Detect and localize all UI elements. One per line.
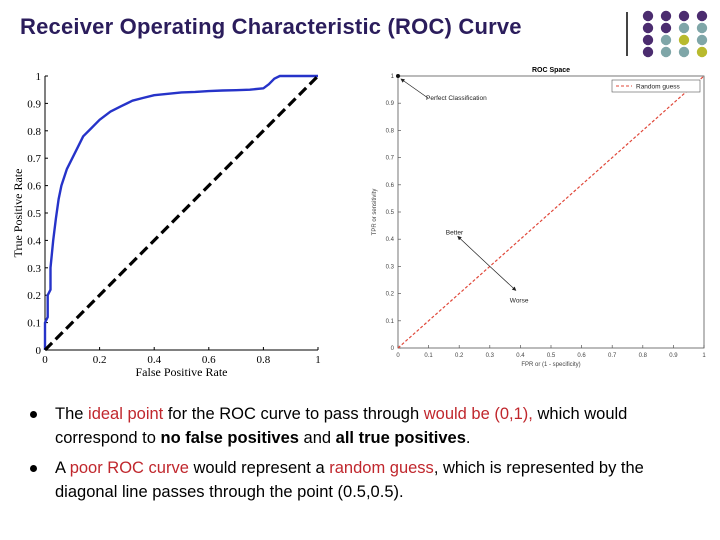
text-run: . [465,429,471,447]
x-tick-label: 0.8 [639,353,648,359]
highlighted-text: ideal point [88,405,164,423]
x-axis-label: FPR or (1 - specificity) [521,362,580,368]
bullet-text: A poor ROC curve would represent a rando… [55,459,644,501]
slide-title: Receiver Operating Characteristic (ROC) … [20,14,522,39]
bullet-text: The ideal point for the ROC curve to pas… [55,405,627,447]
decorative-dot [678,46,690,58]
decorative-dot-grid [642,10,708,58]
y-tick-label: 1 [36,71,42,83]
y-tick-label: 0.7 [27,153,41,165]
text-run: The [55,405,89,423]
perfect-classification-point [396,74,400,78]
y-axis-label: TPR or sensitivity [372,189,378,236]
text-run: which would correspond to [55,405,628,447]
bullet-item: The ideal point for the ROC curve to pas… [30,402,710,450]
x-tick-label: 0.6 [202,354,216,366]
decorative-dot [696,34,708,46]
random-guess-diagonal-line [43,74,320,352]
decorative-dot [678,22,690,34]
decorative-dot [642,22,654,34]
decorative-dot [642,46,654,58]
x-tick-label: 0.3 [486,353,495,359]
y-tick-label: 0.7 [386,156,395,162]
worse-arrow [489,266,517,291]
perfect-classification-arrow [400,78,429,99]
y-tick-label: 0.3 [386,264,395,270]
text-run: would represent a [188,459,330,477]
y-tick-label: 0.5 [27,208,41,220]
title-divider [626,12,628,56]
y-tick-label: 0.9 [386,101,395,107]
y-tick-label: 0 [391,346,395,352]
legend-label: Random guess [636,84,680,91]
y-tick-label: 0.3 [27,263,41,275]
decorative-dot [660,34,672,46]
text-run: A [55,459,70,477]
text-run: for the ROC curve to pass through [163,405,424,423]
y-tick-label: 0.4 [386,237,395,243]
bullet-list: The ideal point for the ROC curve to pas… [30,402,710,510]
text-run: , which is represented by the diagonal l… [55,459,644,501]
decorative-dot [660,22,672,34]
x-tick-label: 0.4 [147,354,161,366]
y-tick-label: 0 [36,345,42,357]
y-tick-label: 0.8 [386,128,395,134]
y-axis-label: True Positive Rate [11,169,25,258]
decorative-dot [642,10,654,22]
highlighted-text: would be (0,1), [423,405,533,423]
legend-box [611,79,701,93]
x-tick-label: 1 [702,353,706,359]
y-tick-label: 0.2 [27,290,41,302]
y-tick-label: 0.1 [386,319,395,325]
decorative-dot [642,34,654,46]
bold-text: all true positives [335,429,466,447]
y-tick-label: 0.6 [27,181,41,193]
better-annotation: Better [446,229,464,236]
x-tick-label: 0.2 [455,353,464,359]
x-tick-label: 0.9 [669,353,678,359]
y-tick-label: 0.9 [27,98,41,110]
y-tick-label: 0.6 [386,183,395,189]
y-tick-label: 0.2 [386,292,395,298]
y-tick-label: 0.4 [27,235,41,247]
bullet-dot [30,465,37,472]
text-run: and [298,429,336,447]
perfect-classification-annotation: Perfect Classification [426,95,487,102]
y-tick-label: 0.1 [27,318,41,330]
worse-annotation: Worse [510,297,529,304]
x-tick-label: 0.2 [93,354,107,366]
decorative-dot [696,22,708,34]
x-axis-label: False Positive Rate [136,365,228,379]
roc-space-chart: ROC Space 0 0.1 0.2 0.3 0.4 0.5 0.6 0.7 0.8 0.9 1 0 0… [372,67,706,368]
decorative-dot [678,10,690,22]
bullet-dot [30,411,37,418]
y-tick-label: 0.5 [386,210,395,216]
better-arrow [457,235,491,267]
highlighted-text: poor ROC curve [69,459,189,477]
chart-title: ROC Space [532,67,570,74]
x-tick-label: 1 [315,354,321,366]
x-tick-label: 0.6 [577,353,586,359]
y-tick-label: 1 [391,74,395,80]
bullet-item: A poor ROC curve would represent a rando… [30,456,710,504]
x-tick-label: 0.8 [257,354,271,366]
x-tick-label: 0.4 [516,353,525,359]
decorative-dot [696,46,708,58]
x-tick-label: 0 [396,353,400,359]
roc-curve-chart: 0 0.2 0.4 0.6 0.8 1 0 0.1 0.2 0.3 0.4 0.5 0.6 0.7 0.8 0… [11,71,321,379]
x-tick-label: 0 [42,354,48,366]
roc-curve-line [43,74,318,350]
random-guess-line [397,75,705,349]
x-tick-label: 0.7 [608,353,617,359]
highlighted-text: random guess [329,459,434,477]
y-tick-label: 0.8 [27,126,41,138]
bold-text: no false positives [160,429,299,447]
x-tick-label: 0.1 [424,353,433,359]
decorative-dot [660,10,672,22]
decorative-dot [660,46,672,58]
decorative-dot [696,10,708,22]
x-tick-label: 0.5 [547,353,556,359]
decorative-dot [678,34,690,46]
